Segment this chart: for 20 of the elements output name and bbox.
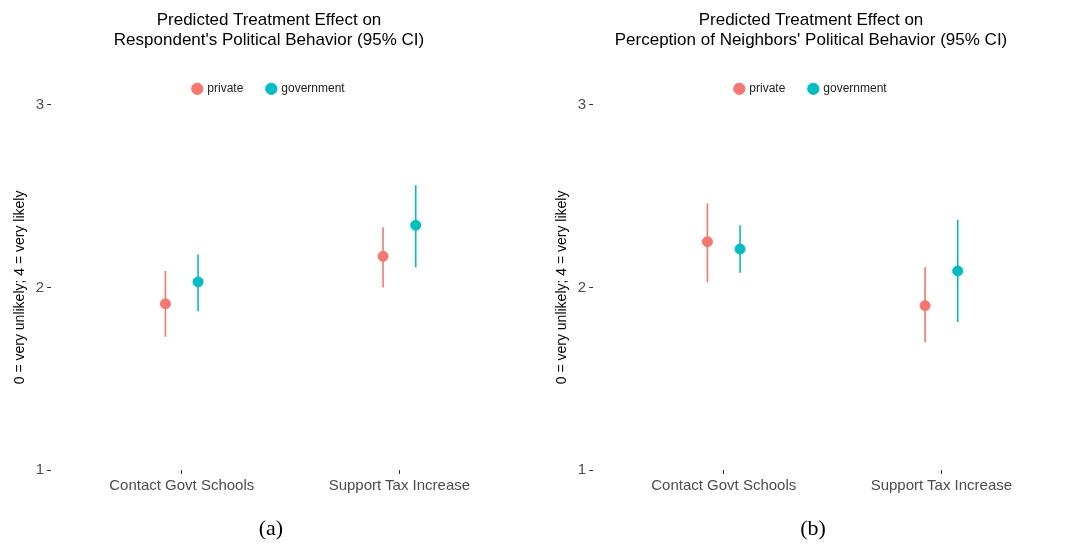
- legend-label: government: [281, 81, 346, 96]
- chart-title: Predicted Treatment Effect on Perception of Neighbors' Political Behavior (95% CI): [614, 9, 1008, 50]
- legend-label: private: [749, 81, 786, 96]
- legend-label: private: [207, 81, 244, 96]
- x-tick-label: Contact Govt Schools: [651, 476, 797, 494]
- x-tick-label: Support Tax Increase: [328, 476, 471, 494]
- x-tick-label: Support Tax Increase: [870, 476, 1013, 494]
- y-tick-label: 2: [35, 277, 45, 295]
- y-tick-label: 3: [577, 94, 587, 112]
- legend-label: government: [823, 81, 888, 96]
- y-tick-label: 2: [577, 277, 587, 295]
- chart-title: Predicted Treatment Effect on Respondent's Political Behavior (95% CI): [113, 9, 425, 50]
- y-tick-label: 3: [35, 94, 45, 112]
- x-tick-label: Contact Govt Schools: [109, 476, 255, 494]
- y-tick-label: 1: [35, 460, 45, 478]
- y-axis-title: 0 = very unlikely; 4 = very likely: [11, 190, 28, 385]
- text: (b): [799, 515, 827, 541]
- y-tick-label: 1: [577, 460, 587, 478]
- y-axis-title: 0 = very unlikely; 4 = very likely: [553, 190, 570, 385]
- text: (a): [257, 515, 285, 541]
